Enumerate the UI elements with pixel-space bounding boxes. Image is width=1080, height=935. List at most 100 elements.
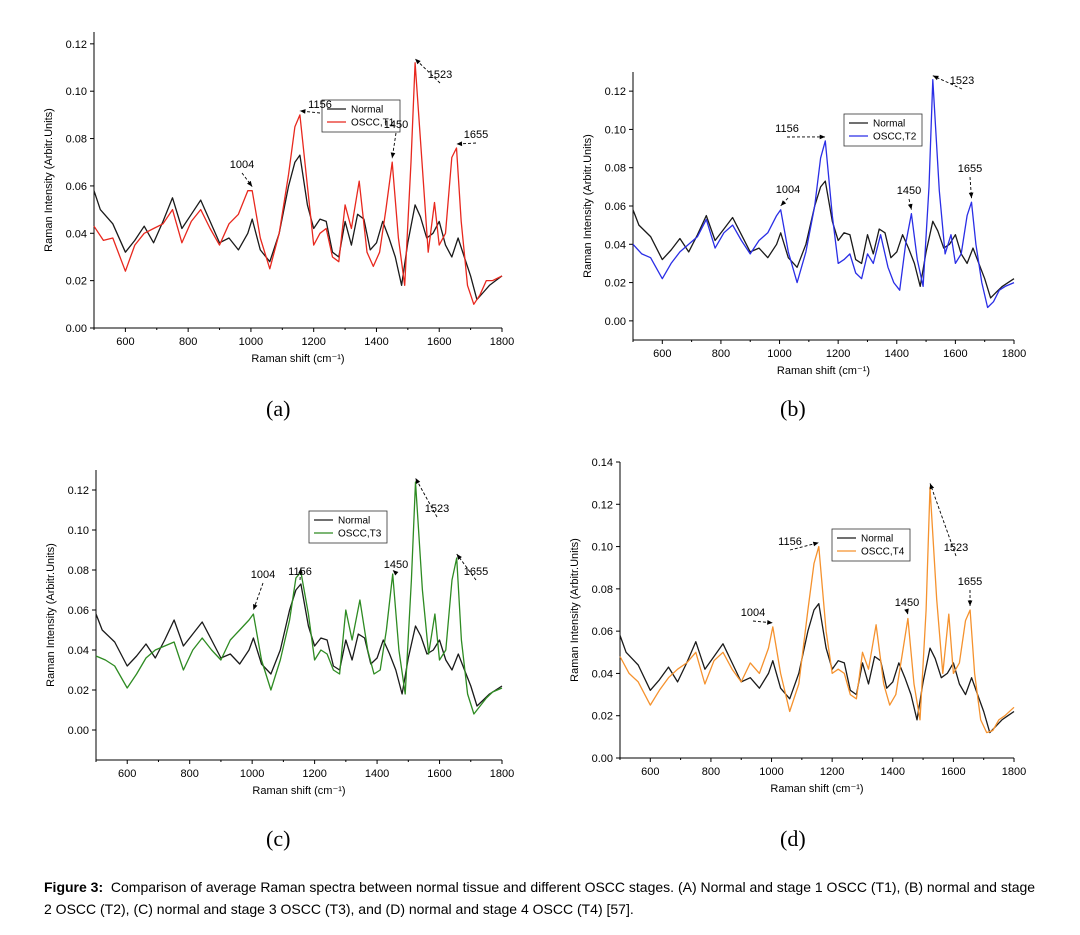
x-axis-title: Raman shift (cm⁻¹) [777,365,870,377]
peak-annotation: 1156 [778,536,802,548]
x-tick-label: 1800 [490,336,514,348]
x-tick-label: 1600 [941,766,965,778]
x-tick-label: 1000 [240,768,264,780]
y-tick-label: 0.02 [605,278,626,290]
legend-entry: OSCC,T1 [351,118,395,129]
y-tick-label: 0.02 [66,276,87,288]
series-line [632,180,1015,299]
y-axis-title: Raman Intensity (Arbitr.Units) [45,543,57,687]
y-tick-label: 0.04 [605,239,626,251]
peak-annotation: 1523 [944,542,968,554]
x-tick-label: 800 [702,766,720,778]
x-tick-label: 1600 [943,348,967,360]
x-tick-label: 1400 [885,348,909,360]
series-line [632,79,1015,309]
peak-annotation: 1156 [308,99,332,111]
x-tick-label: 1400 [364,336,388,348]
x-tick-label: 1800 [1002,348,1026,360]
peak-annotation: 1004 [776,184,800,196]
annotation-arrow [929,483,957,557]
y-axis-title: Raman Intensity (Arbitr.Units) [569,538,581,682]
legend-box [843,113,923,147]
annotation-arrowhead [929,483,935,490]
y-axis-title: Raman Intensity (Arbitr.Units) [43,108,55,252]
peak-annotation: 1004 [251,569,275,581]
y-tick-label: 0.04 [592,668,613,680]
annotation-arrowhead [415,58,421,65]
x-tick-label: 800 [179,336,197,348]
series-line [95,481,503,715]
series-line [619,486,1015,734]
peak-annotation: 1156 [775,123,799,135]
annotation-arrowhead [253,604,258,610]
peak-annotation: 1450 [897,185,921,197]
peak-annotation: 1655 [958,163,982,175]
y-tick-label: 0.08 [68,565,89,577]
panel-label-d: (d) [780,826,806,851]
y-tick-label: 0.10 [592,542,613,554]
peak-annotation: 1655 [958,576,982,588]
annotation-arrowhead [819,134,826,140]
panel-label-c: (c) [266,826,291,851]
legend-box [831,528,911,562]
x-tick-label: 1200 [820,766,844,778]
x-tick-label: 1400 [881,766,905,778]
peak-annotation: 1523 [425,503,449,515]
annotation-arrowhead [968,192,974,199]
legend-entry: Normal [873,119,905,130]
annotation-arrowhead [932,75,939,81]
y-tick-label: 0.00 [66,323,87,335]
x-axis-title: Raman shift (cm⁻¹) [251,353,344,365]
annotation-arrowhead [967,600,973,606]
y-tick-label: 0.12 [592,499,613,511]
annotation-arrowhead [299,109,306,114]
annotation-arrow [241,172,253,187]
y-tick-label: 0.04 [66,228,87,240]
y-tick-label: 0.10 [66,86,87,98]
legend-box [321,99,401,133]
annotation-arrowhead [247,180,253,187]
y-tick-label: 0.08 [66,134,87,146]
legend-entry: OSCC,T3 [338,529,382,540]
annotation-arrowhead [904,608,909,615]
x-tick-label: 1400 [365,768,389,780]
annotation-arrowhead [392,570,399,576]
annotation-arrowhead [456,141,463,147]
annotation-arrowhead [907,203,913,210]
y-tick-label: 0.12 [605,86,626,98]
x-tick-label: 800 [181,768,199,780]
annotation-arrowhead [298,568,303,574]
legend-entry: Normal [338,516,370,527]
y-tick-label: 0.00 [605,316,626,328]
figure-caption: Figure 3: Comparison of average Raman sp… [44,876,1044,920]
annotation-arrowhead [812,541,819,547]
x-tick-label: 600 [641,766,659,778]
annotation-arrowhead [780,200,787,206]
x-axis-title: Raman shift (cm⁻¹) [252,785,345,797]
y-tick-label: 0.06 [592,626,613,638]
peak-annotation: 1523 [950,75,974,87]
series-line [95,583,503,707]
y-axis-title: Raman Intensity (Arbitr.Units) [582,134,594,278]
series-line [93,154,503,301]
annotation-arrowhead [456,554,462,560]
y-tick-label: 0.06 [66,181,87,193]
y-tick-label: 0.00 [592,753,613,765]
x-tick-label: 600 [116,336,134,348]
x-tick-label: 1200 [301,336,325,348]
panel-label-b: (b) [780,396,806,421]
annotation-arrowhead [390,152,396,159]
annotation-arrowhead [415,478,421,484]
series-line [93,62,503,305]
y-tick-label: 0.12 [66,39,87,51]
peak-annotation: 1655 [464,129,488,141]
y-tick-label: 0.06 [68,605,89,617]
y-tick-label: 0.08 [605,163,626,175]
y-tick-label: 0.00 [68,725,89,737]
x-tick-label: 1200 [302,768,326,780]
annotation-arrowhead [767,620,773,625]
x-tick-label: 1000 [239,336,263,348]
x-tick-label: 1600 [427,336,451,348]
peak-annotation: 1450 [384,119,408,131]
